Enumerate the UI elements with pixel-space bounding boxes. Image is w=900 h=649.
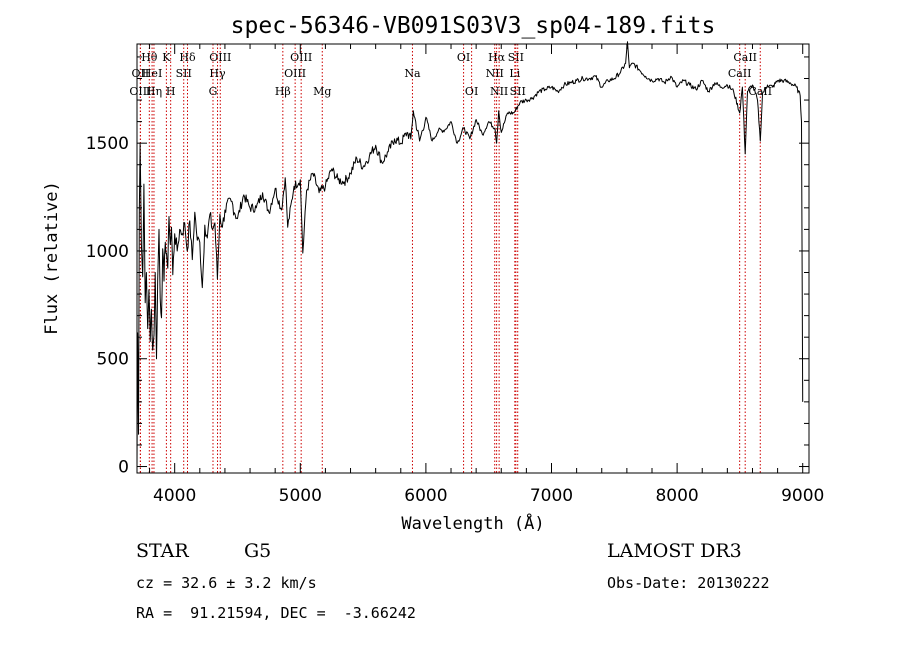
line-marker-label-19: Hα [488,51,506,64]
line-marker-label-16: Na [404,67,421,80]
line-marker-label-0: Hθ [141,51,158,64]
x-tick-label-1: 5000 [279,486,322,506]
line-marker-label-5: K [162,51,171,64]
observation-date: Obs-Date: 20130222 [607,574,770,592]
line-marker-label-2: OIII [129,85,151,98]
spectrum-line [136,41,804,467]
chart-title: spec-56346-VB091S03V3_sp04-189.fits [231,13,716,39]
y-tick-label-1: 500 [97,350,129,370]
spectrum-layer [136,41,804,467]
line-marker-label-18: OI [465,85,478,98]
coordinates-readout: RA = 91.21594, DEC = -3.66242 [136,604,416,622]
y-tick-label-0: 0 [118,458,129,478]
line-marker-label-12: Hβ [275,85,291,98]
line-marker-label-14: OIII [284,67,306,80]
line-marker-label-17: OI [457,51,470,64]
x-tick-label-3: 7000 [530,486,573,506]
line-marker-label-20: NII [486,67,504,80]
plot-frame [136,43,810,474]
line-marker-label-10: Hγ [209,67,226,80]
line-marker-label-24: SII [510,85,526,98]
redshift-readout: cz = 32.6 ± 3.2 km/s [136,574,317,592]
line-marker-label-13: OIII [290,51,312,64]
line-marker-label-23: Li [509,67,520,80]
x-tick-label-5: 9000 [781,486,824,506]
line-marker-label-11: G [209,85,218,98]
line-marker-label-8: Hδ [179,51,196,64]
y-axis-label: Flux (relative) [42,181,62,335]
line-marker-label-25: CaII [733,51,757,64]
line-marker-label-26: CaII [728,67,752,80]
line-marker-label-7: H [166,85,176,98]
line-marker-label-22: SII [508,51,524,64]
axis-ticks: 4000 5000 6000 7000 8000 9000 0 500 1000 1500 [86,44,824,506]
survey-release: LAMOST DR3 [607,540,742,562]
object-subclass: G5 [244,540,272,562]
y-tick-label-2: 1000 [86,242,129,262]
line-marker-label-15: Mg [313,85,331,98]
line-marker-label-6: SII [176,67,192,80]
x-tick-label-0: 4000 [153,486,196,506]
object-class: STAR [136,540,189,562]
x-tick-label-2: 6000 [404,486,447,506]
line-marker-label-3: HeI [142,67,162,80]
x-axis-label: Wavelength (Å) [401,512,544,534]
x-tick-label-4: 8000 [655,486,698,506]
y-tick-label-3: 1500 [86,134,129,154]
line-marker-label-9: OIII [209,51,231,64]
line-marker-label-21: NII [490,85,508,98]
line-marker-label-4: Hη [146,85,162,98]
